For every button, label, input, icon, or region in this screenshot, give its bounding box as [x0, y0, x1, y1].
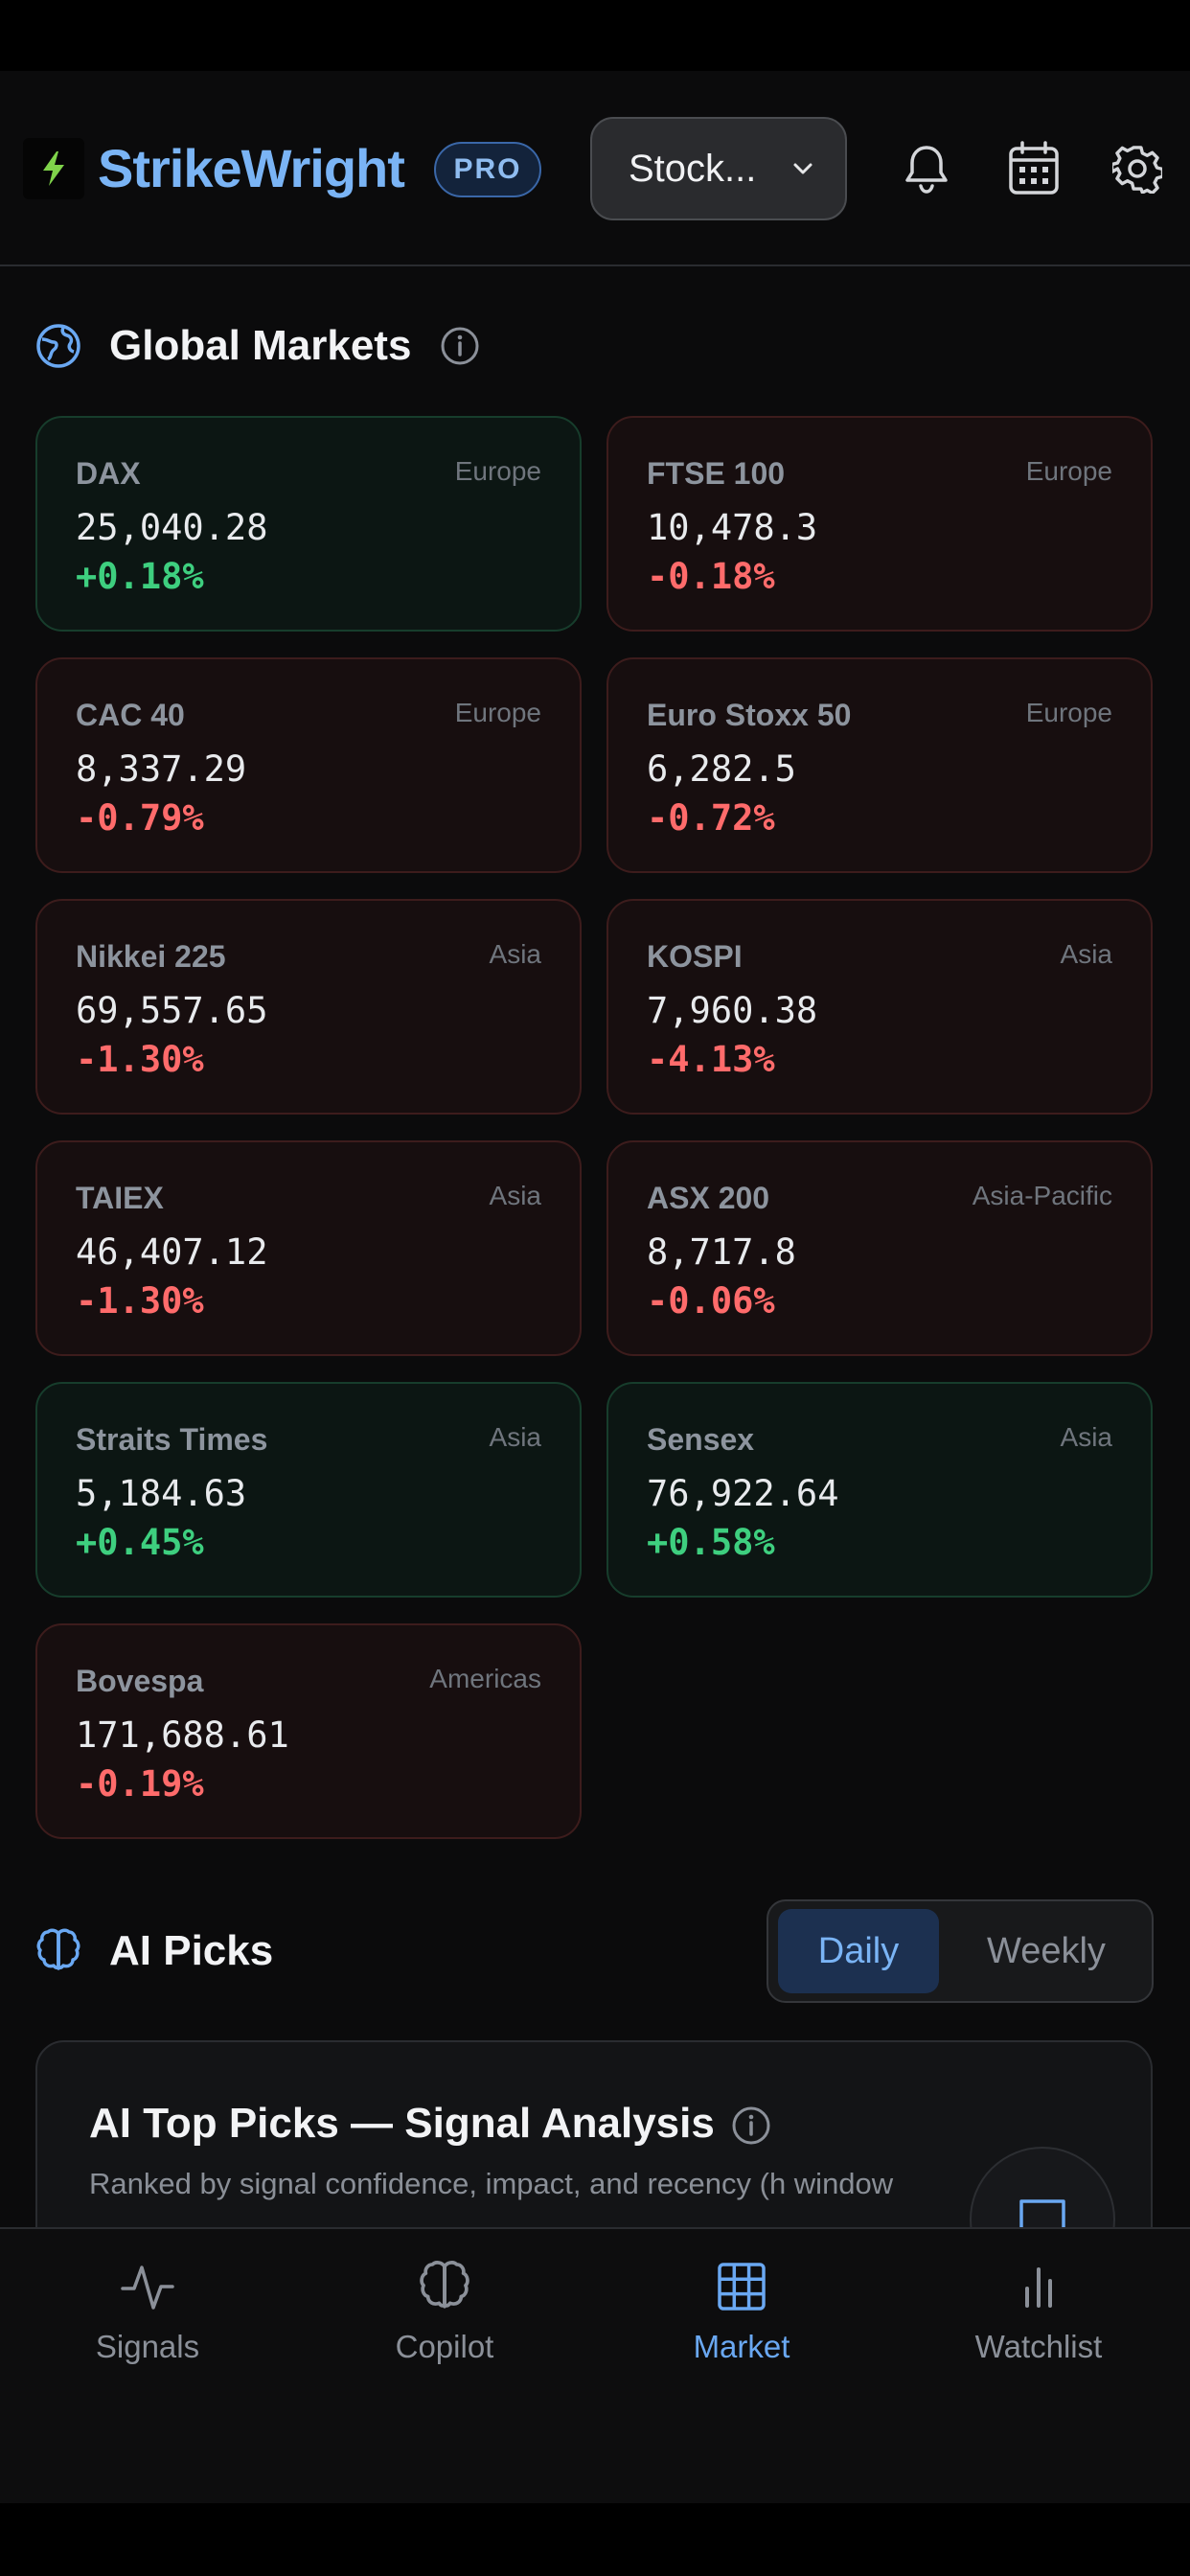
index-change: -1.30% [76, 1039, 204, 1080]
market-card[interactable]: Straits Times Asia 5,184.63 +0.45% [35, 1382, 582, 1598]
dropdown-value: Stock... [629, 147, 757, 190]
index-region: Asia [489, 1422, 541, 1452]
index-change: -4.13% [647, 1039, 775, 1080]
index-change: -0.19% [76, 1763, 204, 1805]
index-change: -0.06% [647, 1280, 775, 1322]
market-card[interactable]: KOSPI Asia 7,960.38 -4.13% [606, 899, 1153, 1115]
index-value: 46,407.12 [76, 1231, 268, 1273]
index-region: Asia [1060, 939, 1112, 969]
chevron-down-icon [793, 163, 812, 174]
index-value: 8,717.8 [647, 1231, 796, 1273]
ai-picks-header: AI Picks [34, 1926, 273, 1976]
index-value: 171,688.61 [76, 1714, 289, 1756]
index-value: 8,337.29 [76, 748, 247, 790]
index-region: Europe [454, 698, 541, 727]
index-change: -0.18% [647, 556, 775, 597]
index-name: FTSE 100 [647, 456, 786, 491]
nav-signals[interactable]: Signals [23, 2258, 272, 2365]
calendar-icon [1009, 141, 1059, 195]
brain-icon [36, 1928, 80, 1970]
index-value: 7,960.38 [647, 990, 818, 1031]
index-name: DAX [76, 456, 141, 491]
period-toggle: Daily Weekly [767, 1899, 1154, 2003]
markets-grid: DAX Europe 25,040.28 +0.18% FTSE 100 Europe 10… [35, 416, 1153, 1839]
index-region: Europe [454, 456, 541, 486]
globe-icon [36, 324, 80, 368]
bar-chart-icon [1025, 2267, 1052, 2308]
index-change: -0.79% [76, 797, 204, 839]
nav-label: Copilot [395, 2329, 494, 2364]
index-value: 6,282.5 [647, 748, 796, 790]
toggle-weekly[interactable]: Weekly [987, 1930, 1106, 1971]
index-region: Asia [489, 1181, 541, 1210]
index-name: TAIEX [76, 1181, 164, 1215]
index-change: +0.18% [76, 556, 204, 597]
info-icon[interactable] [440, 326, 480, 366]
index-value: 5,184.63 [76, 1473, 247, 1514]
ai-card-subtitle: Ranked by signal confidence, impact, and… [89, 2167, 894, 2200]
ai-card-title: AI Top Picks — Signal Analysis [89, 2100, 715, 2147]
section-title: Global Markets [109, 322, 412, 369]
logo[interactable] [23, 138, 84, 199]
notifications-button[interactable] [898, 140, 955, 197]
top-header: StrikeWright PRO Stock... [0, 71, 1190, 266]
calendar-button[interactable] [1005, 140, 1063, 197]
index-value: 76,922.64 [647, 1473, 839, 1514]
market-card[interactable]: TAIEX Asia 46,407.12 -1.30% [35, 1140, 582, 1356]
index-name: Bovespa [76, 1664, 204, 1698]
index-region: Asia-Pacific [972, 1181, 1112, 1210]
settings-button[interactable] [1109, 140, 1166, 197]
index-region: Americas [429, 1664, 541, 1693]
app-screen: StrikeWright PRO Stock... [0, 71, 1190, 2503]
index-name: ASX 200 [647, 1181, 770, 1215]
brain-icon [420, 2261, 469, 2309]
brand-name: StrikeWright [98, 138, 405, 198]
index-name: Sensex [647, 1422, 755, 1457]
index-name: Euro Stoxx 50 [647, 698, 852, 732]
market-card[interactable]: Euro Stoxx 50 Europe 6,282.5 -0.72% [606, 657, 1153, 873]
index-name: KOSPI [647, 939, 743, 974]
index-region: Europe [1025, 698, 1112, 727]
index-value: 10,478.3 [647, 507, 818, 548]
market-card[interactable]: ASX 200 Asia-Pacific 8,717.8 -0.06% [606, 1140, 1153, 1356]
nav-label: Signals [95, 2329, 200, 2364]
index-name: Nikkei 225 [76, 939, 226, 974]
global-markets-header: Global Markets [34, 322, 480, 370]
market-card[interactable]: FTSE 100 Europe 10,478.3 -0.18% [606, 416, 1153, 632]
lightning-bolt-icon [43, 151, 64, 186]
index-name: CAC 40 [76, 698, 185, 732]
bell-icon [905, 146, 948, 194]
market-card[interactable]: Sensex Asia 76,922.64 +0.58% [606, 1382, 1153, 1598]
index-value: 69,557.65 [76, 990, 268, 1031]
bottom-nav: Signals Copilot Market [0, 2227, 1190, 2503]
pro-badge: PRO [434, 142, 541, 197]
index-value: 25,040.28 [76, 507, 268, 548]
index-change: +0.45% [76, 1522, 204, 1563]
section-title: AI Picks [109, 1927, 274, 1974]
nav-copilot[interactable]: Copilot [320, 2258, 569, 2365]
nav-label: Market [693, 2329, 790, 2364]
index-change: -0.72% [647, 797, 775, 839]
nav-watchlist[interactable]: Watchlist [914, 2258, 1163, 2365]
index-region: Asia [489, 939, 541, 969]
nav-market[interactable]: Market [617, 2258, 866, 2365]
index-change: -1.30% [76, 1280, 204, 1322]
activity-icon [121, 2266, 174, 2310]
index-region: Asia [1060, 1422, 1112, 1452]
asset-type-dropdown[interactable]: Stock... [590, 117, 847, 220]
nav-label: Watchlist [974, 2329, 1103, 2364]
index-name: Straits Times [76, 1422, 268, 1457]
toggle-daily[interactable]: Daily [778, 1909, 939, 1993]
grid-icon [718, 2263, 766, 2311]
gear-icon [1112, 146, 1162, 194]
market-card[interactable]: DAX Europe 25,040.28 +0.18% [35, 416, 582, 632]
market-card[interactable]: Bovespa Americas 171,688.61 -0.19% [35, 1623, 582, 1839]
market-card[interactable]: CAC 40 Europe 8,337.29 -0.79% [35, 657, 582, 873]
index-change: +0.58% [647, 1522, 775, 1563]
market-card[interactable]: Nikkei 225 Asia 69,557.65 -1.30% [35, 899, 582, 1115]
index-region: Europe [1025, 456, 1112, 486]
info-icon[interactable] [731, 2105, 771, 2146]
